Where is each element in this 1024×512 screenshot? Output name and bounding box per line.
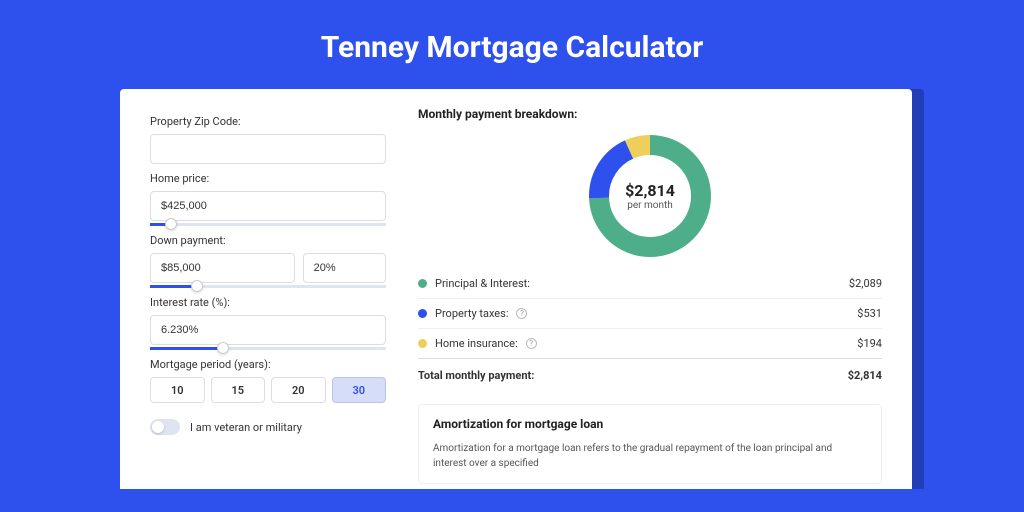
legend-dot — [418, 309, 427, 318]
info-icon[interactable]: ? — [526, 338, 537, 349]
rate-label: Interest rate (%): — [150, 296, 386, 309]
price-slider[interactable] — [150, 223, 386, 226]
amortization-title: Amortization for mortgage loan — [433, 417, 867, 431]
legend-dot — [418, 339, 427, 348]
period-options: 10152030 — [150, 377, 386, 403]
slider-thumb[interactable] — [165, 218, 177, 230]
price-input[interactable] — [150, 191, 386, 221]
total-label: Total monthly payment: — [418, 369, 534, 382]
info-icon[interactable]: ? — [516, 308, 527, 319]
slider-thumb[interactable] — [217, 342, 229, 354]
donut-sub: per month — [627, 200, 673, 211]
total-value: $2,814 — [848, 369, 882, 382]
form-panel: Property Zip Code: Home price: Down paym… — [120, 107, 410, 489]
down-slider[interactable] — [150, 285, 386, 288]
toggle-knob — [152, 421, 164, 433]
legend-value: $2,089 — [849, 277, 882, 290]
amortization-text: Amortization for a mortgage loan refers … — [433, 441, 867, 471]
down-label: Down payment: — [150, 234, 386, 247]
period-label: Mortgage period (years): — [150, 358, 386, 371]
legend-dot — [418, 279, 427, 288]
legend-label: Home insurance: — [435, 337, 518, 350]
legend-row: Home insurance:? $194 — [418, 328, 882, 358]
period-option-30[interactable]: 30 — [332, 377, 387, 403]
period-option-15[interactable]: 15 — [211, 377, 266, 403]
breakdown-legend: Principal & Interest: $2,089 Property taxe… — [418, 269, 882, 358]
legend-value: $194 — [857, 337, 882, 350]
card-shadow: Property Zip Code: Home price: Down paym… — [120, 89, 924, 489]
period-option-20[interactable]: 20 — [271, 377, 326, 403]
price-label: Home price: — [150, 172, 386, 185]
legend-row: Principal & Interest: $2,089 — [418, 269, 882, 298]
breakdown-title: Monthly payment breakdown: — [418, 107, 882, 121]
amortization-section: Amortization for mortgage loan Amortizat… — [418, 404, 882, 484]
legend-label: Property taxes: — [435, 307, 508, 320]
zip-input[interactable] — [150, 134, 386, 164]
page-title: Tenney Mortgage Calculator — [0, 0, 1024, 89]
donut-center: $2,814 per month — [589, 135, 711, 257]
down-amount-input[interactable] — [150, 253, 295, 283]
slider-thumb[interactable] — [191, 280, 203, 292]
legend-label: Principal & Interest: — [435, 277, 530, 290]
legend-row: Property taxes:? $531 — [418, 298, 882, 328]
legend-value: $531 — [857, 307, 882, 320]
breakdown-panel: Monthly payment breakdown: $2,814 per mo… — [410, 107, 912, 489]
zip-label: Property Zip Code: — [150, 115, 386, 128]
down-pct-input[interactable] — [303, 253, 386, 283]
veteran-label: I am veteran or military — [190, 421, 302, 434]
veteran-toggle[interactable] — [150, 419, 180, 435]
veteran-row: I am veteran or military — [150, 419, 386, 435]
donut-amount: $2,814 — [625, 181, 675, 200]
calculator-card: Property Zip Code: Home price: Down paym… — [120, 89, 912, 489]
total-row: Total monthly payment: $2,814 — [418, 358, 882, 390]
rate-input[interactable] — [150, 315, 386, 345]
rate-slider[interactable] — [150, 347, 386, 350]
period-option-10[interactable]: 10 — [150, 377, 205, 403]
donut-chart: $2,814 per month — [418, 131, 882, 269]
